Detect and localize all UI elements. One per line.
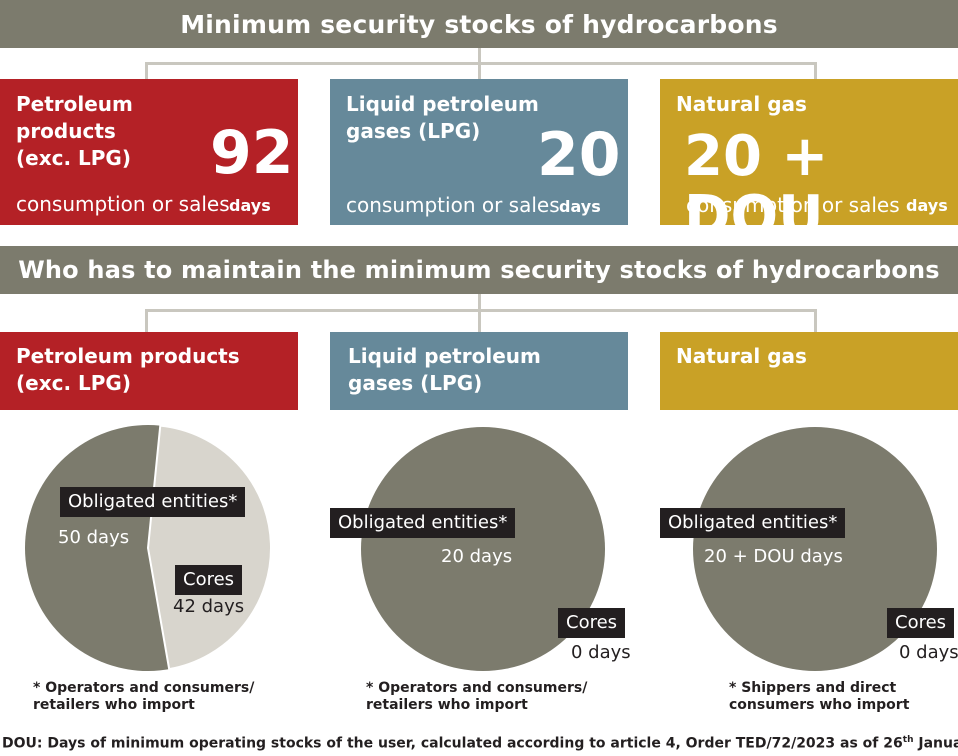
obligated-slice (361, 427, 605, 671)
maintainer-box-petroleum: Petroleum products (exc. LPG) (0, 332, 298, 410)
footnote: * Shippers and direct consumers who impo… (729, 680, 910, 713)
connector-line (478, 62, 481, 79)
stock-box-natural-gas: Natural gas 20 + DOU consumption or sale… (660, 79, 958, 247)
obligated-entities-label: Obligated entities* (60, 487, 246, 517)
connector-line (145, 309, 148, 332)
obligated-days: 20 + DOU days (704, 546, 843, 567)
stock-basis: consumption or sales (16, 192, 230, 216)
connector-line (814, 62, 817, 79)
connector-line (478, 48, 481, 64)
stock-value: 20 (537, 120, 621, 190)
maintainer-title: Natural gas (676, 344, 807, 368)
stock-title: Liquid petroleum gases (LPG) (346, 92, 539, 143)
maintainer-title: Petroleum products (exc. LPG) (16, 344, 240, 395)
stock-value: 92 (210, 118, 294, 188)
petroleum-pie-chart (25, 424, 272, 671)
stock-basis: consumption or sales (346, 193, 560, 217)
footnote: * Operators and consumers/ retailers who… (33, 680, 255, 713)
cores-label: Cores (887, 608, 955, 638)
cores-days: 42 days (173, 596, 245, 617)
obligated-entities-label: Obligated entities* (330, 508, 516, 538)
connector-line (814, 309, 817, 332)
maintainer-title: Liquid petroleum gases (LPG) (348, 344, 541, 395)
stock-title: Petroleum products (exc. LPG) (16, 92, 133, 170)
stock-box-lpg: Liquid petroleum gases (LPG) 20 consumpt… (330, 79, 628, 225)
obligated-days: 50 days (58, 527, 130, 548)
obligated-entities-label: Obligated entities* (660, 508, 846, 538)
maintainer-box-lpg: Liquid petroleum gases (LPG) (330, 332, 628, 410)
maintainers-banner-title: Who has to maintain the minimum security… (18, 256, 940, 284)
dou-definition-text: DOU: Days of minimum operating stocks of… (2, 735, 903, 752)
natural-gas-pie-chart (693, 427, 937, 671)
cores-label: Cores (558, 608, 626, 638)
obligated-days: 20 days (441, 546, 513, 567)
connector-line (478, 309, 481, 332)
maintainers-banner: Who has to maintain the minimum security… (0, 246, 958, 294)
connector-line (145, 62, 148, 79)
footnote: * Operators and consumers/ retailers who… (366, 680, 588, 713)
stock-title: Natural gas (676, 92, 807, 116)
cores-days: 0 days (571, 642, 631, 663)
lpg-pie-chart (361, 427, 605, 671)
obligated-slice (693, 427, 937, 671)
stocks-banner-title: Minimum security stocks of hydrocarbons (180, 9, 778, 39)
connector-line (478, 294, 481, 310)
stock-unit: days (229, 196, 271, 215)
stock-unit: days (906, 196, 948, 215)
maintainer-box-natural-gas: Natural gas (660, 332, 958, 410)
stock-basis: consumption or sales (686, 193, 900, 217)
connector-line (145, 309, 817, 312)
connector-line (145, 62, 817, 65)
dou-definition-sup: th (902, 735, 914, 745)
stocks-banner: Minimum security stocks of hydrocarbons (0, 0, 958, 48)
cores-days: 0 days (899, 642, 958, 663)
stock-box-petroleum: Petroleum products (exc. LPG) 92 consump… (0, 79, 298, 225)
dou-definition-tail: January (918, 735, 958, 752)
cores-slice (146, 424, 272, 671)
dou-definition: DOU: Days of minimum operating stocks of… (2, 735, 958, 752)
stock-unit: days (559, 197, 601, 216)
stock-value: 20 + DOU (684, 124, 829, 249)
cores-label: Cores (175, 565, 243, 595)
